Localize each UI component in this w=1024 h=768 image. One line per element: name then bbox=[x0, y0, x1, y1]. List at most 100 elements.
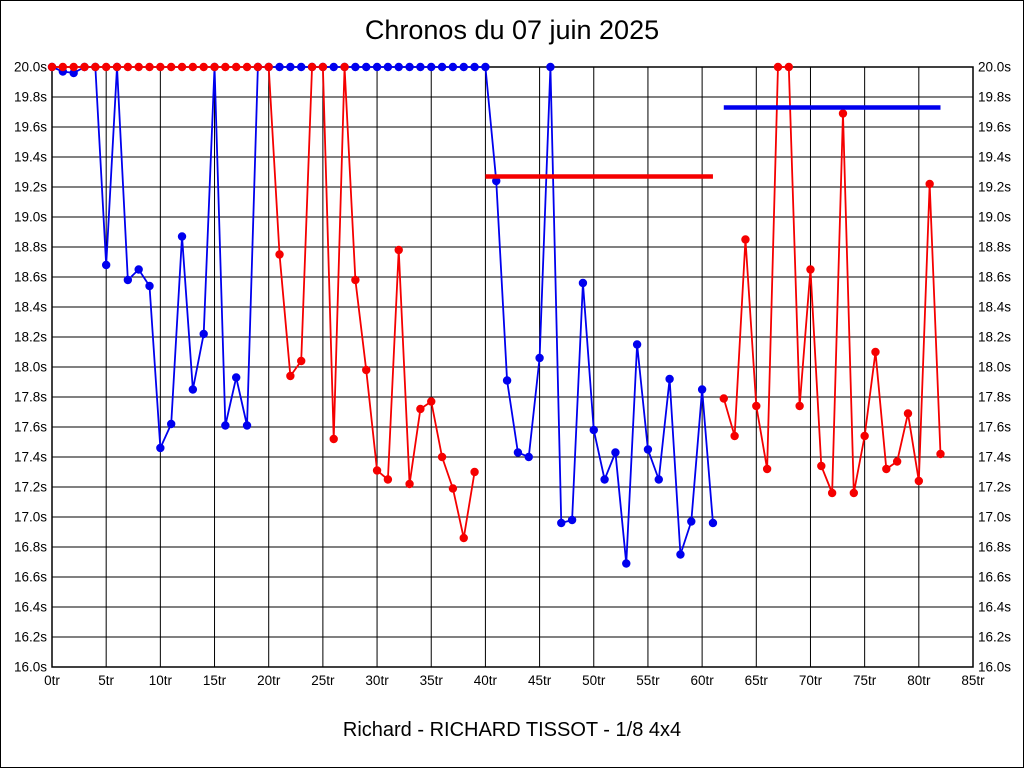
data-point bbox=[351, 62, 360, 72]
data-point bbox=[697, 385, 707, 394]
data-point bbox=[177, 232, 187, 241]
data-point bbox=[622, 559, 631, 568]
data-point bbox=[47, 62, 57, 72]
data-point bbox=[459, 62, 468, 72]
x-axis-label: 40tr bbox=[474, 673, 498, 688]
y-axis-label-right: 18.6s bbox=[978, 270, 1011, 285]
data-point bbox=[351, 275, 360, 285]
data-point bbox=[123, 275, 133, 285]
data-point bbox=[708, 518, 718, 528]
data-point bbox=[557, 518, 566, 528]
y-axis-label-right: 19.4s bbox=[978, 150, 1011, 165]
data-point bbox=[752, 401, 761, 411]
y-axis-label-right: 17.8s bbox=[978, 390, 1011, 405]
data-point bbox=[470, 467, 479, 477]
data-point bbox=[459, 533, 468, 543]
data-point bbox=[286, 371, 295, 381]
y-axis-label-right: 18.2s bbox=[978, 330, 1011, 345]
y-axis-label-left: 19.8s bbox=[14, 90, 47, 105]
data-point bbox=[383, 62, 393, 72]
y-axis-label-left: 19.4s bbox=[14, 150, 47, 165]
data-point bbox=[210, 62, 219, 72]
y-axis-label-right: 17.0s bbox=[978, 510, 1011, 525]
data-point bbox=[600, 475, 609, 484]
data-point bbox=[329, 62, 338, 72]
y-axis-label-left: 17.0s bbox=[14, 510, 47, 525]
data-point bbox=[925, 179, 934, 189]
y-axis-label-left: 16.6s bbox=[14, 570, 47, 585]
data-point bbox=[166, 62, 176, 72]
data-point bbox=[567, 515, 577, 525]
x-axis-label: 65tr bbox=[745, 673, 769, 688]
x-axis-label: 85tr bbox=[961, 673, 985, 688]
y-axis-label-right: 19.2s bbox=[978, 180, 1011, 195]
x-axis-labels: 0tr 5tr 10tr 15tr 20tr 25tr 30tr 35tr 40tr 45tr 50… bbox=[44, 673, 985, 688]
data-point bbox=[448, 62, 458, 72]
y-axis-label-left: 20.0s bbox=[14, 60, 47, 75]
data-point bbox=[275, 250, 284, 259]
data-point bbox=[372, 62, 382, 72]
data-point bbox=[882, 464, 891, 474]
data-point bbox=[773, 62, 783, 72]
y-axis-label-right: 17.6s bbox=[978, 420, 1011, 435]
data-point bbox=[58, 62, 68, 72]
data-point bbox=[838, 109, 848, 118]
series-red-driver-stint-1 bbox=[47, 62, 479, 543]
y-axis-label-left: 17.4s bbox=[14, 450, 47, 465]
data-point bbox=[719, 394, 728, 403]
data-point bbox=[762, 464, 772, 474]
y-axis-label-right: 18.8s bbox=[978, 240, 1011, 255]
y-axis-label-right: 19.0s bbox=[978, 210, 1011, 225]
y-axis-label-right: 16.4s bbox=[978, 600, 1011, 615]
data-point bbox=[156, 62, 165, 72]
data-point bbox=[372, 466, 382, 475]
data-point bbox=[264, 62, 273, 72]
data-point bbox=[242, 421, 252, 430]
data-point bbox=[405, 62, 414, 72]
x-axis-label: 50tr bbox=[582, 673, 606, 688]
x-axis-label: 15tr bbox=[203, 673, 227, 688]
data-point bbox=[69, 62, 78, 72]
y-axis-label-left: 16.4s bbox=[14, 600, 47, 615]
data-point bbox=[643, 445, 653, 454]
x-axis-label: 0tr bbox=[44, 673, 60, 688]
data-point bbox=[297, 62, 306, 72]
y-axis-label-left: 18.8s bbox=[14, 240, 47, 255]
data-point bbox=[741, 235, 750, 244]
data-point bbox=[795, 401, 804, 411]
x-axis-label: 20tr bbox=[257, 673, 281, 688]
data-point bbox=[806, 265, 815, 274]
y-axis-label-left: 18.2s bbox=[14, 330, 47, 345]
y-axis-label-right: 16.0s bbox=[978, 660, 1011, 675]
x-axis-label: 35tr bbox=[420, 673, 444, 688]
y-axis-label-left: 19.6s bbox=[14, 120, 47, 135]
data-point bbox=[199, 62, 208, 72]
data-point bbox=[611, 448, 620, 457]
data-point bbox=[914, 476, 924, 486]
data-point bbox=[69, 68, 78, 78]
y-axis-label-left: 16.2s bbox=[14, 630, 47, 645]
data-point bbox=[145, 62, 154, 72]
data-point bbox=[654, 475, 663, 484]
data-point bbox=[188, 62, 198, 72]
data-point bbox=[188, 385, 198, 394]
data-point bbox=[405, 479, 414, 489]
data-point bbox=[849, 488, 859, 498]
driver-caption: Richard - RICHARD TISSOT - 1/8 4x4 bbox=[342, 719, 682, 741]
data-point bbox=[892, 457, 902, 466]
data-point bbox=[448, 484, 458, 493]
y-axis-label-left: 17.2s bbox=[14, 480, 47, 495]
y-axis-label-left: 17.6s bbox=[14, 420, 47, 435]
data-point bbox=[177, 62, 187, 72]
y-axis-label-right: 17.2s bbox=[978, 480, 1011, 495]
data-point bbox=[578, 278, 588, 288]
data-point bbox=[481, 62, 490, 72]
data-point bbox=[687, 517, 696, 526]
data-point bbox=[632, 340, 642, 349]
data-point bbox=[199, 329, 208, 339]
data-point bbox=[730, 431, 739, 441]
y-axis-label-left: 17.8s bbox=[14, 390, 47, 405]
data-point bbox=[134, 62, 143, 72]
data-point bbox=[318, 62, 328, 72]
